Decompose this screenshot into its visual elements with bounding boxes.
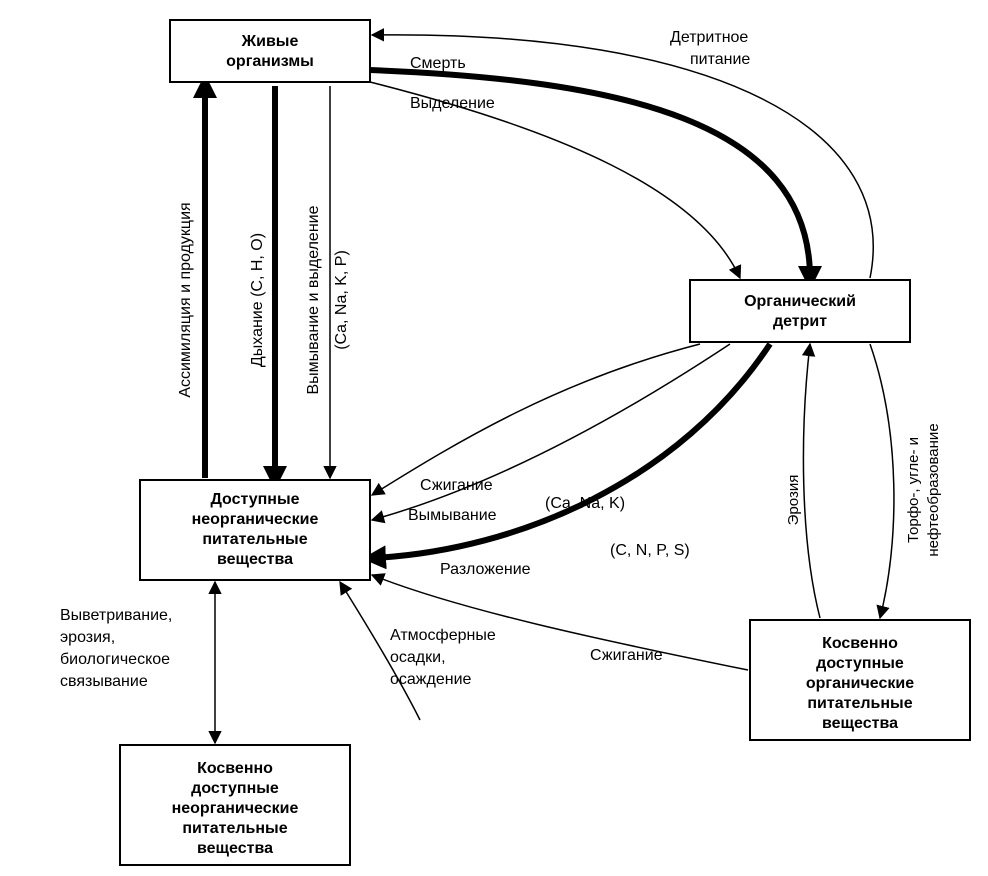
svg-text:доступные: доступные <box>816 655 904 672</box>
svg-text:Косвенно: Косвенно <box>822 635 898 652</box>
svg-text:Доступные: Доступные <box>210 491 299 508</box>
node-indirect-organic: Косвенно доступные органические питатель… <box>750 620 970 740</box>
label-erosion: Эрозия <box>785 475 802 526</box>
svg-text:доступные: доступные <box>191 780 279 797</box>
svg-text:вещества: вещества <box>822 715 898 732</box>
label-leach-excr2: (Ca, Na, K, P) <box>333 250 350 350</box>
svg-text:органические: органические <box>806 675 914 692</box>
edge-erosion <box>803 344 820 618</box>
label-weather3: биологическое <box>60 651 170 668</box>
label-weather4: связывание <box>60 673 148 690</box>
node-organic-detritus: Органический детрит <box>690 280 910 342</box>
svg-text:неорганические: неорганические <box>172 800 299 817</box>
label-atmo2: осадки, <box>390 649 446 666</box>
label-death: Смерть <box>410 55 466 72</box>
edge-peat <box>870 344 894 618</box>
svg-text:детрит: детрит <box>773 313 827 330</box>
svg-text:Живые: Живые <box>241 33 299 50</box>
label-respiration: Дыхание (C, H, O) <box>249 233 266 367</box>
svg-text:вещества: вещества <box>217 551 293 568</box>
svg-text:вещества: вещества <box>197 840 273 857</box>
label-weather2: эрозия, <box>60 629 115 646</box>
svg-text:Косвенно: Косвенно <box>197 760 273 777</box>
label-weather1: Выветривание, <box>60 607 172 624</box>
label-atmo3: осаждение <box>390 671 472 688</box>
label-decomp: Разложение <box>440 561 531 578</box>
label-detr-feed-1: Детритное <box>670 29 748 46</box>
svg-text:питательные: питательные <box>202 531 307 548</box>
label-peat1: Торфо-, угле- и <box>905 437 922 543</box>
label-burning2: Сжигание <box>590 647 663 664</box>
node-living-organisms: Живые организмы <box>170 20 370 82</box>
svg-text:питательные: питательные <box>807 695 912 712</box>
svg-text:организмы: организмы <box>226 53 314 70</box>
svg-text:питательные: питательные <box>182 820 287 837</box>
label-detr-feed-2: питание <box>690 51 750 68</box>
label-atmo1: Атмосферные <box>390 627 496 644</box>
edge-decomposition <box>374 344 770 558</box>
label-peat2: нефтеобразование <box>925 423 942 556</box>
label-leach-excr: Вымывание и выделение <box>305 205 322 394</box>
label-leaching: Вымывание <box>408 507 497 524</box>
label-assimilation: Ассимиляция и продукция <box>177 202 194 397</box>
label-excretion: Выделение <box>410 95 495 112</box>
label-cnps: (C, N, P, S) <box>610 542 690 559</box>
edge-burning <box>372 344 700 495</box>
node-indirect-inorganic: Косвенно доступные неорганические питате… <box>120 745 350 865</box>
svg-text:Органический: Органический <box>744 293 856 310</box>
svg-text:неорганические: неорганические <box>192 511 319 528</box>
node-available-inorganic: Доступные неорганические питательные вещ… <box>140 480 370 580</box>
